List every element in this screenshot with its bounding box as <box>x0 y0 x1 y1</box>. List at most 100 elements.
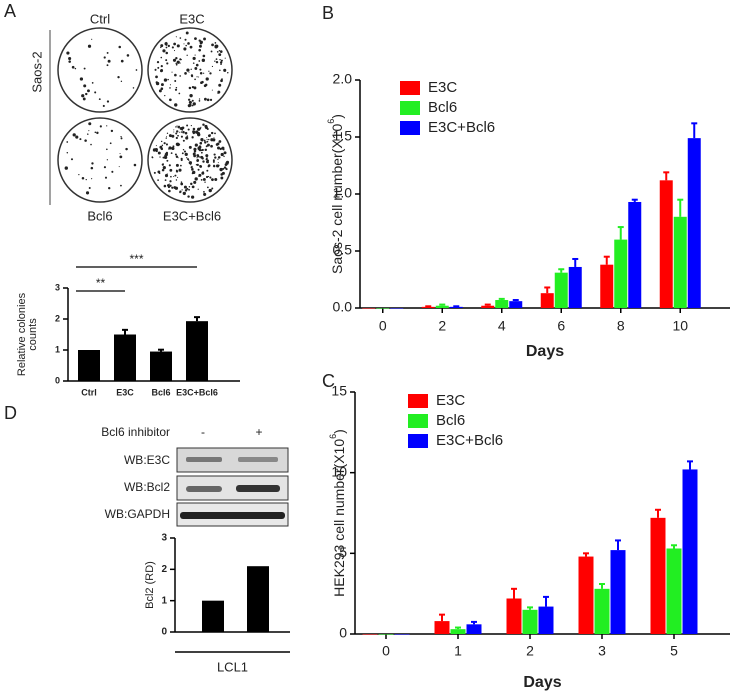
colony <box>190 68 192 71</box>
colony <box>187 128 190 131</box>
bar <box>687 138 701 308</box>
bar <box>682 469 698 634</box>
colony <box>173 42 177 46</box>
bar <box>495 300 509 308</box>
colony <box>217 156 221 159</box>
bar <box>150 351 172 381</box>
colony <box>207 143 210 147</box>
colony <box>174 88 178 91</box>
colony <box>206 186 209 189</box>
colony <box>201 140 203 142</box>
colony <box>210 131 214 135</box>
colony <box>192 62 195 64</box>
y-tick-label: 1 <box>55 344 60 354</box>
colony <box>111 170 114 173</box>
colony <box>188 186 191 188</box>
y-tick-label: 0 <box>55 375 60 385</box>
colony <box>120 137 123 140</box>
colony <box>182 149 185 151</box>
colony <box>177 125 181 129</box>
colony <box>187 104 191 108</box>
colony <box>126 54 130 57</box>
colony <box>192 170 196 175</box>
y-tick-label: 3 <box>55 282 60 292</box>
colony <box>182 191 186 196</box>
x-tick-label: Bcl6 <box>151 387 170 397</box>
colony <box>79 77 84 81</box>
colony <box>219 50 223 53</box>
colony <box>202 54 206 58</box>
colony <box>158 172 161 175</box>
colony <box>94 91 97 94</box>
colony <box>120 59 124 63</box>
colony <box>177 134 179 137</box>
colony <box>188 86 192 90</box>
colony <box>199 68 202 71</box>
colony <box>199 156 201 158</box>
colony <box>176 60 180 64</box>
y-tick-label: 5 <box>339 544 347 560</box>
colony <box>164 155 166 157</box>
colony <box>196 157 198 159</box>
colony <box>120 136 122 138</box>
colony <box>185 31 189 35</box>
colony <box>184 152 188 157</box>
colony <box>213 153 216 156</box>
colony <box>165 143 169 146</box>
colony <box>177 157 179 159</box>
colony <box>215 60 219 64</box>
colony <box>186 124 189 127</box>
colony <box>171 71 173 73</box>
plate <box>57 27 143 113</box>
x-tick-label: 2 <box>526 643 534 659</box>
colony <box>211 89 213 91</box>
colony <box>205 77 209 81</box>
colony <box>180 164 182 167</box>
colony <box>213 137 215 139</box>
y-tick-label: 2 <box>161 564 167 575</box>
bar <box>538 606 554 634</box>
colony <box>174 79 177 82</box>
y-tick-label: 10 <box>331 463 347 479</box>
colony <box>188 71 190 73</box>
colony <box>191 136 194 139</box>
colony <box>178 168 182 172</box>
colony <box>204 181 206 183</box>
bar <box>114 334 136 381</box>
colony <box>164 94 166 97</box>
significance-label: *** <box>129 252 143 266</box>
x-axis-label: Days <box>526 343 564 360</box>
bar <box>362 634 378 635</box>
colony <box>223 155 225 158</box>
colony <box>203 37 206 41</box>
colony <box>179 127 183 130</box>
colony <box>185 44 187 47</box>
colony <box>169 168 173 172</box>
colony <box>106 148 108 151</box>
colony <box>165 51 169 55</box>
colony <box>160 65 163 68</box>
colony <box>98 98 101 101</box>
colony <box>183 150 187 153</box>
legend-label: Bcl6 <box>436 412 465 429</box>
colony <box>81 94 85 98</box>
colony <box>206 138 208 140</box>
colony <box>161 144 164 147</box>
colony <box>205 160 209 164</box>
colony <box>190 164 192 166</box>
colony <box>217 146 220 150</box>
bar <box>362 308 376 309</box>
colony <box>163 155 168 160</box>
colony <box>119 153 121 155</box>
x-tick-label: 5 <box>670 643 678 659</box>
bar <box>650 517 666 634</box>
blot-row-label: WB:GAPDH <box>105 507 170 521</box>
colony <box>166 159 169 162</box>
lane-label: + <box>255 425 262 439</box>
y-axis-label-part: Saos-2 cell number(X10 <box>329 124 345 274</box>
colony <box>103 166 107 169</box>
colony <box>88 122 92 126</box>
colony <box>175 132 178 135</box>
colony <box>168 134 172 138</box>
colony <box>191 104 194 107</box>
